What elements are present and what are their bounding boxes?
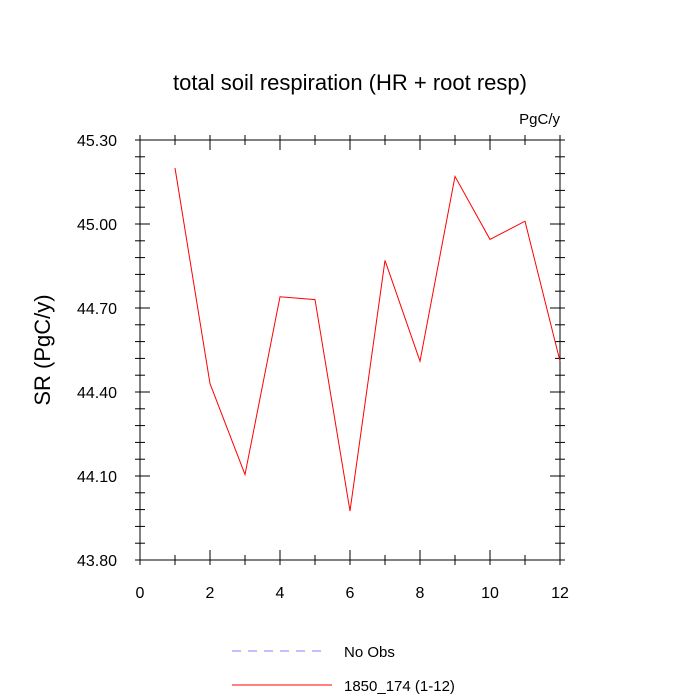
x-tick-label: 10 <box>481 585 499 602</box>
x-tick-label: 8 <box>416 585 425 602</box>
x-axis-ticks <box>139 135 561 565</box>
units-label: PgC/y <box>519 111 560 128</box>
y-tick-label: 44.70 <box>77 301 117 318</box>
y-axis-label: SR (PgC/y) <box>30 294 55 405</box>
y-axis-ticks <box>135 139 565 561</box>
legend: No Obs 1850_174 (1-12) <box>232 644 455 695</box>
x-tick-label: 2 <box>206 585 215 602</box>
y-tick-label: 45.30 <box>77 133 117 150</box>
series-group <box>174 167 561 512</box>
legend-label-1850-174: 1850_174 (1-12) <box>344 678 455 695</box>
y-tick-label: 45.00 <box>77 217 117 234</box>
y-tick-label: 44.40 <box>77 385 117 402</box>
plot-frame <box>139 139 561 561</box>
x-tick-label: 12 <box>551 585 569 602</box>
y-tick-label: 44.10 <box>77 469 117 486</box>
y-tick-label: 43.80 <box>77 553 117 570</box>
y-axis-tick-labels: 43.80 44.10 44.40 44.70 45.00 45.30 <box>77 133 117 570</box>
chart-title: total soil respiration (HR + root resp) <box>173 70 527 95</box>
series-line <box>174 167 561 512</box>
x-tick-label: 4 <box>276 585 285 602</box>
x-tick-label: 0 <box>136 585 145 602</box>
legend-label-no-obs: No Obs <box>344 644 395 661</box>
x-tick-label: 6 <box>346 585 355 602</box>
x-axis-tick-labels: 0 2 4 6 8 10 12 <box>136 585 569 602</box>
